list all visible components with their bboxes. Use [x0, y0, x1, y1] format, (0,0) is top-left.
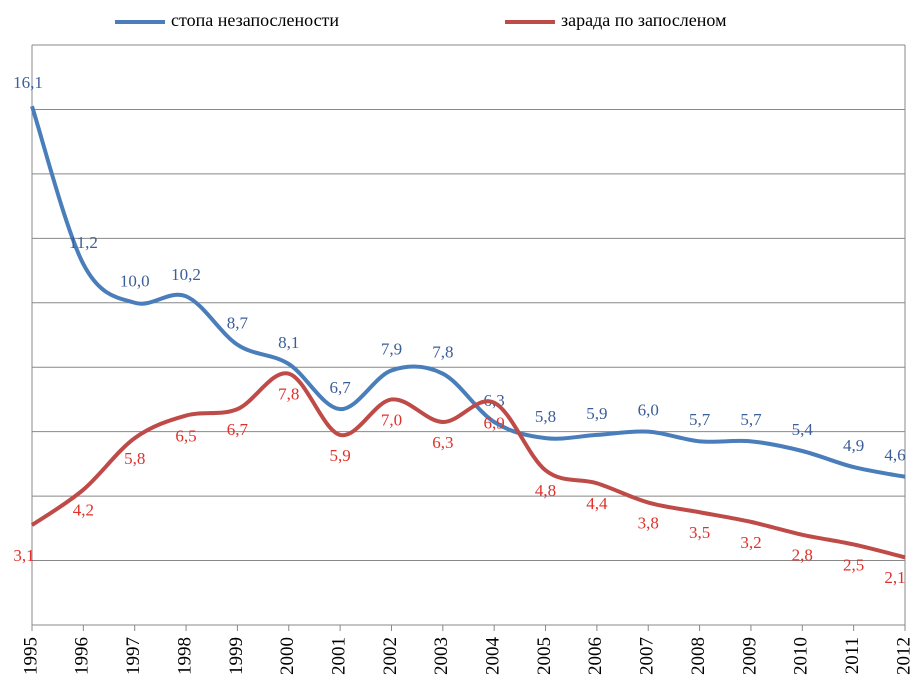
data-label: 10,0 — [120, 272, 150, 291]
data-label: 7,0 — [381, 410, 402, 429]
data-label: 3,8 — [638, 513, 659, 532]
x-tick-label: 2012 — [893, 637, 914, 675]
data-label: 5,8 — [535, 407, 556, 426]
data-label: 6,9 — [484, 414, 505, 433]
x-tick-label: 2009 — [739, 637, 760, 675]
x-tick-label: 2001 — [328, 637, 349, 675]
legend-label: зарада по запосленом — [561, 10, 726, 30]
data-label: 5,4 — [792, 420, 814, 439]
data-label: 11,2 — [69, 233, 98, 252]
x-tick-label: 1997 — [123, 637, 144, 675]
x-tick-label: 2006 — [585, 637, 606, 675]
x-tick-label: 2005 — [534, 637, 555, 675]
data-label: 4,9 — [843, 436, 864, 455]
data-label: 6,3 — [432, 433, 453, 452]
data-label: 5,7 — [740, 410, 762, 429]
data-label: 7,9 — [381, 339, 402, 358]
x-tick-label: 1999 — [226, 637, 247, 675]
x-tick-label: 2011 — [842, 637, 863, 674]
data-label: 6,5 — [175, 426, 196, 445]
series-line — [30, 371, 906, 560]
legend-label: стопа незапослености — [171, 10, 339, 30]
data-label: 16,1 — [13, 73, 43, 92]
x-tick-label: 1995 — [20, 637, 41, 675]
x-tick-label: 1996 — [72, 637, 93, 675]
data-label: 10,2 — [171, 265, 201, 284]
data-label: 7,8 — [432, 343, 453, 362]
data-label: 8,7 — [227, 314, 249, 333]
data-label: 2,8 — [792, 546, 813, 565]
x-tick-label: 2007 — [637, 637, 658, 675]
data-label: 6,7 — [329, 378, 351, 397]
x-tick-label: 1998 — [174, 637, 195, 675]
x-tick-label: 2000 — [277, 637, 298, 675]
x-tick-label: 2008 — [688, 637, 709, 675]
data-label: 5,8 — [124, 449, 145, 468]
data-label: 2,1 — [884, 568, 905, 587]
data-label: 4,6 — [884, 446, 905, 465]
x-tick-label: 2002 — [380, 637, 401, 675]
data-label: 7,8 — [278, 385, 299, 404]
x-tick-label: 2004 — [483, 637, 504, 676]
data-label: 3,2 — [740, 533, 761, 552]
data-label: 5,7 — [689, 410, 711, 429]
data-label: 5,9 — [586, 404, 607, 423]
data-label: 6,7 — [227, 420, 249, 439]
x-tick-label: 2010 — [791, 637, 812, 675]
data-label: 6,0 — [638, 401, 659, 420]
data-label: 2,5 — [843, 555, 864, 574]
data-label: 5,9 — [329, 446, 350, 465]
x-tick-label: 2003 — [431, 637, 452, 675]
data-label: 8,1 — [278, 333, 299, 352]
data-label: 3,5 — [689, 523, 710, 542]
data-label: 4,2 — [73, 501, 94, 520]
series-line — [30, 105, 906, 479]
data-label: 3,1 — [13, 546, 34, 565]
data-label: 4,8 — [535, 481, 556, 500]
data-label: 4,4 — [586, 494, 608, 513]
